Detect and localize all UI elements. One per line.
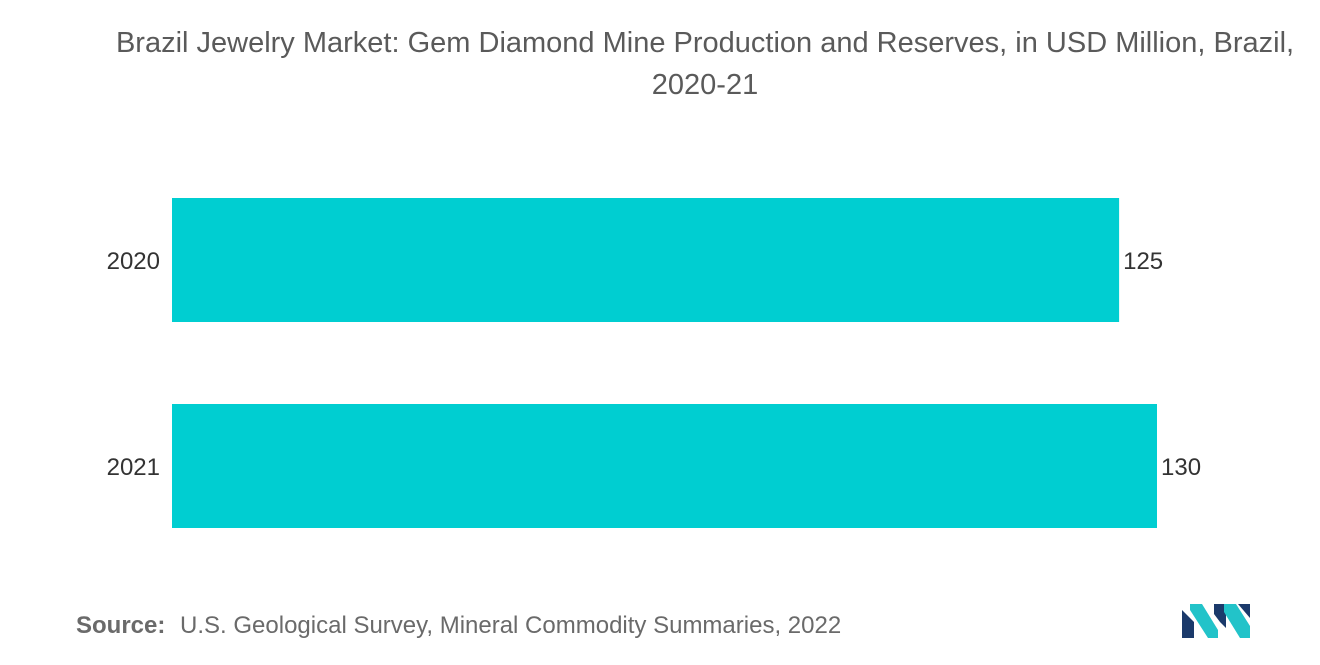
category-label-2020: 2020 [107, 248, 160, 275]
bar-2020 [172, 198, 1120, 322]
mordor-intelligence-logo-icon [1182, 604, 1250, 638]
source-label: Source: [76, 612, 166, 639]
value-label-2020: 125 [1123, 248, 1163, 275]
value-label-2021: 130 [1161, 454, 1201, 481]
category-label-2021: 2021 [107, 454, 160, 481]
bar-chart: 2020 125 2021 130 [107, 198, 1201, 528]
source-note: Source: U.S. Geological Survey, Mineral … [76, 612, 841, 640]
chart-title: Brazil Jewelry Market: Gem Diamond Mine … [115, 27, 1295, 101]
bar-2021 [172, 404, 1157, 528]
source-text: U.S. Geological Survey, Mineral Commodit… [180, 612, 842, 639]
